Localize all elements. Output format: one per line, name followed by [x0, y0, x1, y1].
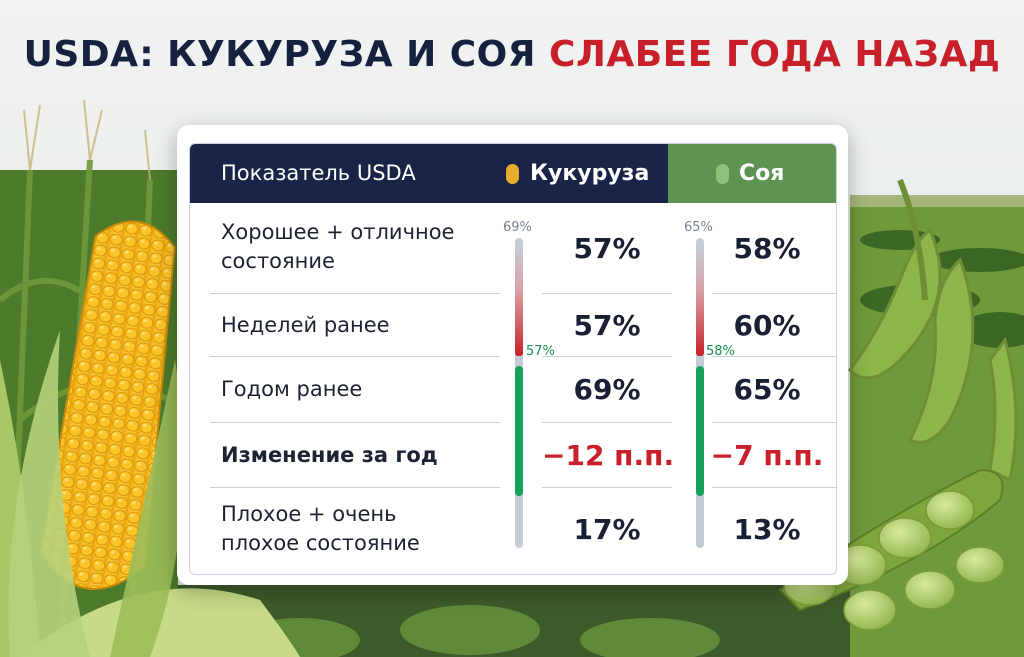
header-soy: Соя	[719, 144, 784, 203]
soy-condition-bar	[696, 238, 704, 548]
header-corn-label: Кукуруза	[530, 161, 650, 186]
corn-bar-current-segment	[515, 366, 523, 496]
title-accent: СЛАБЕЕ ГОДА НАЗАД	[549, 34, 1001, 75]
corn-bar-top-label: 69%	[503, 220, 532, 235]
row-year-corn: 69%	[573, 373, 641, 406]
row-separator	[712, 356, 836, 357]
row-poor-label: Плохое + очень плохое состояние	[221, 500, 511, 558]
corn-bar-current-label: 57%	[526, 344, 555, 359]
corn-marker-icon	[506, 164, 519, 184]
row-good-corn: 57%	[573, 232, 641, 265]
row-poor-line1: Плохое + очень	[221, 502, 397, 526]
header-indicator: Показатель USDA	[221, 161, 416, 185]
table-header	[190, 144, 668, 203]
soy-header-cell	[668, 144, 836, 203]
row-good-label: Хорошее + отличное состояние	[221, 218, 511, 276]
row-separator	[542, 356, 672, 357]
row-separator	[542, 487, 672, 488]
soy-bar-top-label: 65%	[684, 220, 713, 235]
page-title: USDA: КУКУРУЗА И СОЯ СЛАБЕЕ ГОДА НАЗАД	[0, 34, 1024, 75]
row-week-corn: 57%	[573, 309, 641, 342]
soy-marker-icon	[716, 164, 729, 184]
row-separator	[542, 293, 672, 294]
row-good-line2: состояние	[221, 249, 335, 273]
corn-bar-decline-segment	[515, 246, 523, 356]
row-week-label: Неделей ранее	[221, 313, 390, 337]
row-good-soy: 58%	[733, 232, 801, 265]
header-corn: Кукуруза	[512, 144, 649, 203]
row-poor-soy: 13%	[733, 513, 801, 546]
soy-bar-current-label: 58%	[706, 344, 735, 359]
table-card: Показатель USDA Кукуруза Соя Хорошее + о…	[177, 125, 848, 585]
row-separator	[210, 293, 500, 294]
header-soy-label: Соя	[739, 161, 785, 186]
row-separator	[712, 487, 836, 488]
row-year-soy: 65%	[733, 373, 801, 406]
row-good-line1: Хорошее + отличное	[221, 220, 455, 244]
usda-table: Показатель USDA Кукуруза Соя Хорошее + о…	[189, 143, 837, 575]
row-change-soy: −7 п.п.	[710, 439, 824, 472]
row-week-soy: 60%	[733, 309, 801, 342]
row-separator	[712, 293, 836, 294]
row-change-corn: −12 п.п.	[542, 439, 675, 472]
row-separator	[210, 487, 500, 488]
row-separator	[542, 422, 672, 423]
row-separator	[210, 422, 500, 423]
row-separator	[210, 356, 500, 357]
soy-bar-decline-segment	[696, 246, 704, 356]
title-main: USDA: КУКУРУЗА И СОЯ	[23, 34, 550, 75]
row-poor-line2: плохое состояние	[221, 531, 420, 555]
corn-condition-bar	[515, 238, 523, 548]
row-poor-corn: 17%	[573, 513, 641, 546]
soy-bar-current-segment	[696, 366, 704, 496]
row-year-label: Годом ранее	[221, 377, 363, 401]
row-separator	[712, 422, 836, 423]
row-change-label: Изменение за год	[221, 443, 438, 467]
